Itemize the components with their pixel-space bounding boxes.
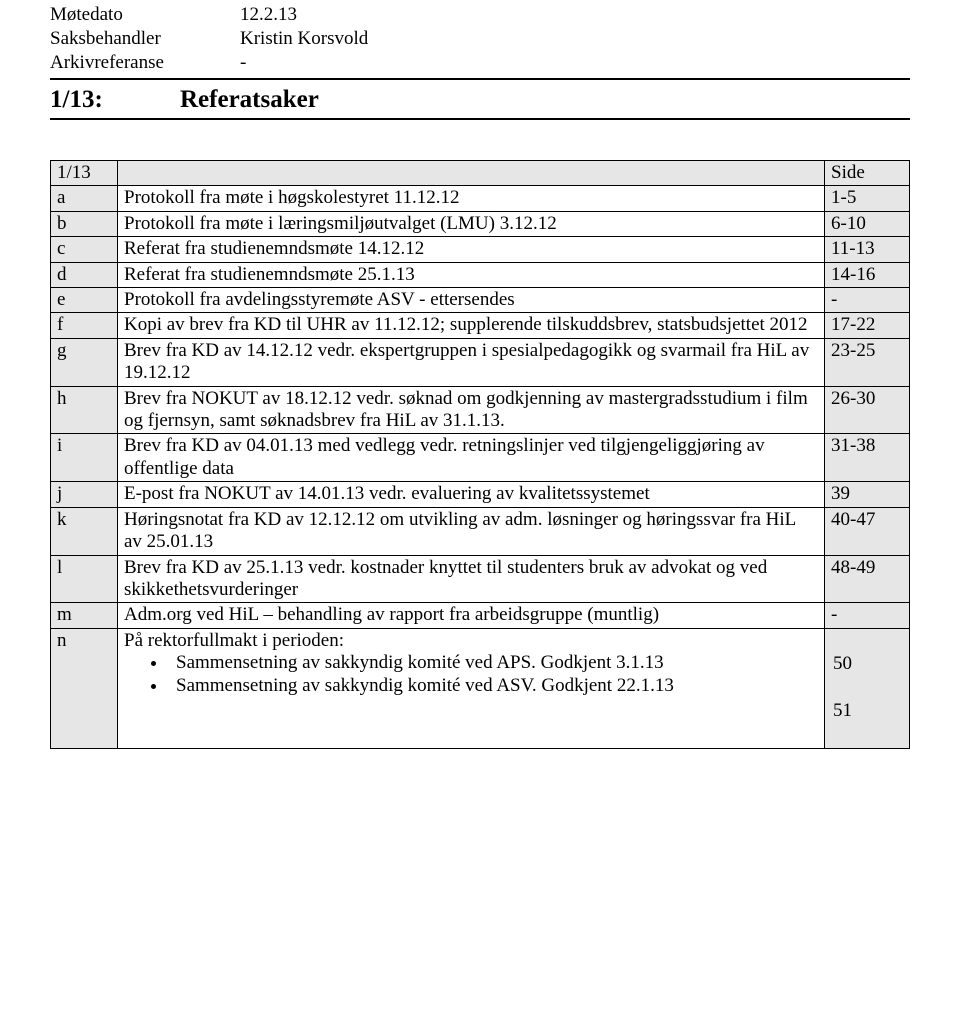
divider-bottom <box>50 118 910 120</box>
row-key: g <box>51 338 118 386</box>
row-desc: Brev fra KD av 25.1.13 vedr. kostnader k… <box>118 555 825 603</box>
row-key: d <box>51 262 118 287</box>
row-desc: Protokoll fra møte i læringsmiljøutvalge… <box>118 211 825 236</box>
meta-row-ref: Arkivreferanse - <box>50 52 368 76</box>
table-row: i Brev fra KD av 04.01.13 med vedlegg ve… <box>51 434 910 482</box>
title-number: 1/13: <box>50 86 180 114</box>
table-row: b Protokoll fra møte i læringsmiljøutval… <box>51 211 910 236</box>
row-key: h <box>51 386 118 434</box>
meta-ref-label: Arkivreferanse <box>50 52 240 76</box>
row-desc: Adm.org ved HiL – behandling av rapport … <box>118 603 825 628</box>
row-desc: På rektorfullmakt i perioden: Sammensetn… <box>118 628 825 748</box>
meta-table: Møtedato 12.2.13 Saksbehandler Kristin K… <box>50 4 368 76</box>
document-page: Møtedato 12.2.13 Saksbehandler Kristin K… <box>0 0 960 769</box>
meta-handler-label: Saksbehandler <box>50 28 240 52</box>
row-n-side-2: 51 <box>833 700 852 747</box>
table-row: j E-post fra NOKUT av 14.01.13 vedr. eva… <box>51 482 910 507</box>
title-row: 1/13: Referatsaker <box>50 86 910 114</box>
header-desc <box>118 161 825 186</box>
row-desc: Høringsnotat fra KD av 12.12.12 om utvik… <box>118 507 825 555</box>
row-desc: Protokoll fra avdelingsstyremøte ASV - e… <box>118 288 825 313</box>
row-desc: Referat fra studienemndsmøte 25.1.13 <box>118 262 825 287</box>
row-side: 48-49 <box>825 555 910 603</box>
row-key: n <box>51 628 118 748</box>
meta-row-date: Møtedato 12.2.13 <box>50 4 368 28</box>
row-side: 50 51 <box>825 628 910 748</box>
table-row: h Brev fra NOKUT av 18.12.12 vedr. søkna… <box>51 386 910 434</box>
meta-ref-value: - <box>240 52 368 76</box>
row-desc: Kopi av brev fra KD til UHR av 11.12.12;… <box>118 313 825 338</box>
row-side: 11-13 <box>825 237 910 262</box>
table-header-row: 1/13 Side <box>51 161 910 186</box>
row-side: 23-25 <box>825 338 910 386</box>
row-n-bullet: Sammensetning av sakkyndig komité ved AP… <box>168 652 818 674</box>
header-key: 1/13 <box>51 161 118 186</box>
row-n-side-1: 50 <box>833 653 852 700</box>
meta-date-label: Møtedato <box>50 4 240 28</box>
row-desc: E-post fra NOKUT av 14.01.13 vedr. evalu… <box>118 482 825 507</box>
table-row: c Referat fra studienemndsmøte 14.12.12 … <box>51 237 910 262</box>
row-side: 6-10 <box>825 211 910 236</box>
row-desc: Protokoll fra møte i høgskolestyret 11.1… <box>118 186 825 211</box>
table-row: l Brev fra KD av 25.1.13 vedr. kostnader… <box>51 555 910 603</box>
table-row: f Kopi av brev fra KD til UHR av 11.12.1… <box>51 313 910 338</box>
row-side: - <box>825 603 910 628</box>
row-key: c <box>51 237 118 262</box>
row-side: 26-30 <box>825 386 910 434</box>
table-row: g Brev fra KD av 14.12.12 vedr. ekspertg… <box>51 338 910 386</box>
table-row: d Referat fra studienemndsmøte 25.1.13 1… <box>51 262 910 287</box>
row-side: 40-47 <box>825 507 910 555</box>
meta-date-value: 12.2.13 <box>240 4 368 28</box>
row-n-intro: På rektorfullmakt i perioden: <box>124 630 344 651</box>
row-key: m <box>51 603 118 628</box>
meta-row-handler: Saksbehandler Kristin Korsvold <box>50 28 368 52</box>
row-key: l <box>51 555 118 603</box>
row-side: 17-22 <box>825 313 910 338</box>
table-row-n: n På rektorfullmakt i perioden: Sammense… <box>51 628 910 748</box>
table-row: m Adm.org ved HiL – behandling av rappor… <box>51 603 910 628</box>
row-key: i <box>51 434 118 482</box>
row-n-sides: 50 51 <box>833 653 852 747</box>
row-desc: Brev fra NOKUT av 18.12.12 vedr. søknad … <box>118 386 825 434</box>
row-side: 14-16 <box>825 262 910 287</box>
row-desc: Brev fra KD av 14.12.12 vedr. ekspertgru… <box>118 338 825 386</box>
row-n-bullets: Sammensetning av sakkyndig komité ved AP… <box>124 652 818 697</box>
row-key: a <box>51 186 118 211</box>
row-side: 1-5 <box>825 186 910 211</box>
divider-top <box>50 78 910 80</box>
referatsaker-table: 1/13 Side a Protokoll fra møte i høgskol… <box>50 160 910 749</box>
row-desc: Brev fra KD av 04.01.13 med vedlegg vedr… <box>118 434 825 482</box>
meta-handler-value: Kristin Korsvold <box>240 28 368 52</box>
row-n-bullet: Sammensetning av sakkyndig komité ved AS… <box>168 675 818 697</box>
header-side: Side <box>825 161 910 186</box>
row-side: 31-38 <box>825 434 910 482</box>
table-row: a Protokoll fra møte i høgskolestyret 11… <box>51 186 910 211</box>
row-key: f <box>51 313 118 338</box>
row-key: k <box>51 507 118 555</box>
row-side: 39 <box>825 482 910 507</box>
table-row: e Protokoll fra avdelingsstyremøte ASV -… <box>51 288 910 313</box>
row-key: b <box>51 211 118 236</box>
row-desc: Referat fra studienemndsmøte 14.12.12 <box>118 237 825 262</box>
title-text: Referatsaker <box>180 86 319 114</box>
row-key: e <box>51 288 118 313</box>
row-key: j <box>51 482 118 507</box>
table-row: k Høringsnotat fra KD av 12.12.12 om utv… <box>51 507 910 555</box>
row-side: - <box>825 288 910 313</box>
